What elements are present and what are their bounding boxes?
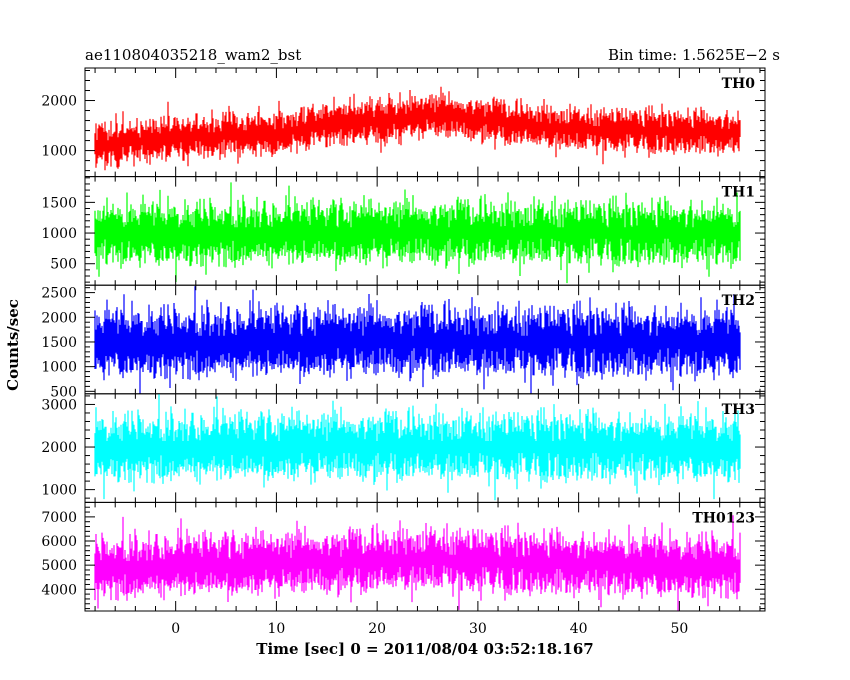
y-tick-label: 2000 — [41, 94, 77, 110]
y-tick-label: 500 — [50, 384, 77, 400]
panel-label-th2: TH2 — [722, 293, 755, 309]
panel-label-th0: TH0 — [722, 76, 756, 92]
y-tick-label: 1500 — [41, 195, 77, 211]
y-tick-label: 500 — [50, 257, 77, 273]
y-tick-label: 1500 — [41, 335, 77, 351]
y-tick-label: 2000 — [41, 440, 77, 456]
x-tick-label: 10 — [267, 621, 285, 637]
series-th1 — [94, 182, 741, 284]
y-tick-label: 5000 — [41, 558, 77, 574]
x-tick-label: 40 — [570, 621, 588, 637]
chart-title: ae110804035218_wam2_bst — [85, 46, 301, 64]
y-tick-label: 1000 — [41, 360, 77, 376]
series-th0123 — [94, 515, 741, 611]
y-tick-label: 1000 — [41, 226, 77, 242]
y-tick-label: 1000 — [41, 483, 77, 499]
y-tick-label: 2000 — [41, 310, 77, 326]
y-tick-label: 7000 — [41, 510, 77, 526]
series-th2 — [94, 286, 741, 394]
series-th3 — [94, 393, 741, 501]
x-tick-label: 50 — [670, 621, 688, 637]
bin-time-label: Bin time: 1.5625E−2 s — [608, 46, 780, 64]
panel-th1: 500 1000 1500 TH1 — [41, 176, 766, 286]
panel-frame — [84, 501, 766, 612]
y-axis-label: Counts/sec — [4, 299, 22, 391]
panel-label-th1: TH1 — [722, 185, 755, 201]
y-tick-label: 6000 — [41, 534, 77, 550]
panel-th0123: 4000 5000 6000 7000 TH0123 — [41, 501, 766, 612]
x-axis-label: Time [sec] 0 = 2011/08/04 03:52:18.167 — [256, 640, 593, 658]
y-tick-label: 3000 — [41, 397, 77, 413]
panels: 1000 2000 TH0 500 1000 1500 TH1 500 1000 1500 2000… — [41, 67, 766, 612]
panel-label-th0123: TH0123 — [692, 510, 755, 526]
panel-th0: 1000 2000 TH0 — [41, 67, 766, 178]
panel-th3: 1000 2000 3000 TH3 — [41, 393, 766, 503]
y-tick-label: 1000 — [41, 144, 77, 160]
x-tick-label: 20 — [368, 621, 386, 637]
x-tick-label: 0 — [171, 621, 180, 637]
x-axis: 0 10 20 30 40 50 — [171, 621, 688, 637]
y-tick-label: 4000 — [41, 582, 77, 598]
y-tick-label: 2500 — [41, 286, 77, 302]
panel-label-th3: TH3 — [722, 402, 755, 418]
panel-th2: 500 1000 1500 2000 2500 TH2 — [41, 284, 766, 400]
series-th0 — [94, 86, 741, 171]
x-tick-label: 30 — [469, 621, 487, 637]
